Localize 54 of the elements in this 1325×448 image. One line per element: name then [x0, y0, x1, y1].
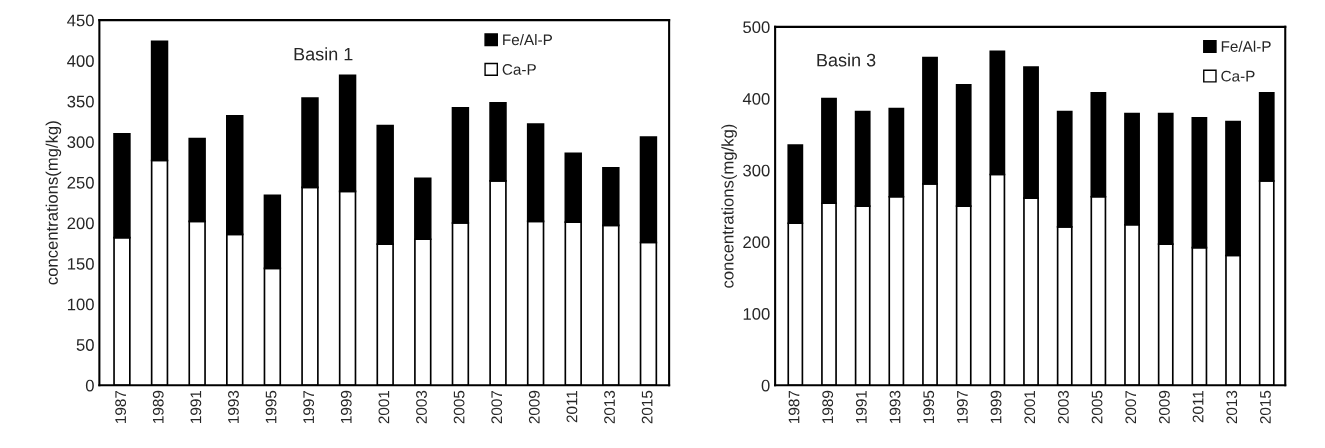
legend-label: Fe/Al-P	[1221, 40, 1271, 52]
y-tick-label: 0	[85, 379, 94, 392]
y-tick-label: 100	[743, 308, 770, 320]
x-tick-label: 2013	[604, 390, 615, 424]
text: Basin 1	[294, 47, 353, 61]
x-tick-label: 1987	[115, 390, 127, 423]
x-tick-label: 2015	[1260, 390, 1271, 424]
x-tick-label: 1997	[303, 390, 315, 423]
y-tick-label: 350	[67, 95, 94, 108]
x-tick-label: 1995	[265, 390, 277, 423]
x-tick-label: 2011	[1192, 390, 1204, 423]
y-tick-label: 100	[67, 298, 94, 311]
y-tick-label: 500	[743, 21, 770, 34]
x-tick-label: 1999	[340, 390, 352, 423]
y-tick-label: 50	[76, 339, 94, 351]
x-tick-label: 1989	[822, 390, 834, 423]
x-tick-label: 2007	[1125, 390, 1137, 424]
y-tick-label: 400	[67, 55, 94, 67]
y-tick-label: 200	[67, 217, 94, 230]
x-tick-label: 2005	[453, 390, 465, 424]
x-tick-label: 2005	[1091, 390, 1103, 424]
x-tick-label: 1995	[923, 390, 935, 423]
y-tick-label: 300	[67, 136, 94, 149]
y-tick-label: 150	[67, 257, 94, 270]
y-tick-label: 300	[743, 164, 770, 177]
y-tick-label: 200	[743, 236, 770, 249]
x-tick-label: 1999	[990, 390, 1002, 423]
x-tick-label: 2013	[1226, 390, 1238, 424]
y-axis-title: concentrations(mg/kg)	[45, 121, 62, 285]
x-tick-label: 2009	[528, 390, 540, 424]
x-tick-label: 1987	[788, 390, 800, 423]
x-tick-label: 2001	[378, 390, 390, 424]
x-tick-label: 2003	[1057, 390, 1069, 424]
legend-label: Ca-P	[1221, 70, 1255, 82]
x-tick-label: 2011	[566, 390, 578, 423]
x-tick-label: 2003	[416, 390, 427, 424]
y-tick-label: 0	[761, 379, 770, 392]
x-tick-label: 1989	[152, 390, 164, 423]
x-tick-label: 2009	[1159, 390, 1170, 424]
x-tick-label: 1997	[956, 390, 968, 423]
y-tick-label: 400	[742, 92, 770, 105]
x-tick-label: 2015	[641, 390, 653, 424]
x-tick-label: 1993	[889, 390, 901, 423]
x-tick-label: 1993	[228, 390, 239, 423]
x-tick-label: 2007	[491, 390, 503, 424]
text: Basin 3	[817, 53, 876, 67]
legend-label: Ca-P	[502, 64, 536, 75]
x-tick-label: 2001	[1024, 390, 1036, 424]
legend-label: Fe/Al-P	[503, 33, 553, 46]
y-tick-label: 450	[67, 14, 94, 27]
y-tick-label: 250	[67, 176, 94, 189]
x-tick-label: 1991	[855, 390, 867, 423]
y-axis-title: concentrations(mg/kg)	[721, 124, 737, 288]
x-tick-label: 1991	[190, 390, 202, 423]
